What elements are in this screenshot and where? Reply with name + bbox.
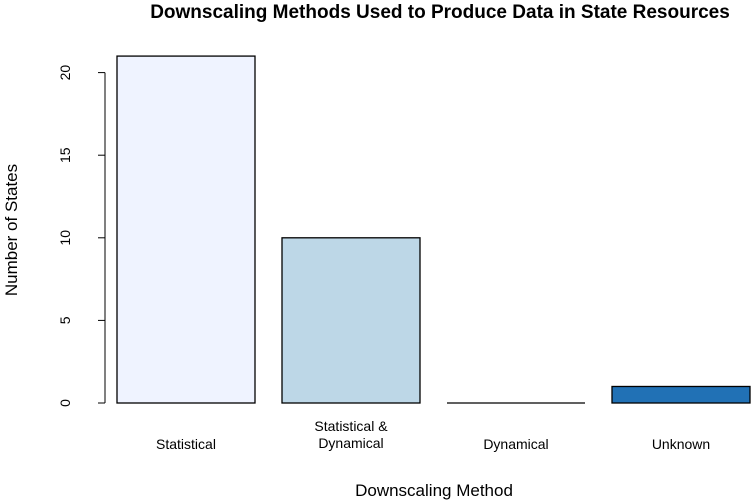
bars-group bbox=[116, 55, 751, 404]
y-axis-label: Number of States bbox=[2, 164, 21, 296]
y-tick-label: 10 bbox=[57, 230, 73, 246]
y-axis: 0 5 10 15 20 bbox=[57, 65, 106, 407]
x-category-label: Statistical & Dynamical bbox=[314, 418, 388, 451]
y-tick-label: 15 bbox=[57, 147, 73, 163]
x-category-label: Unknown bbox=[652, 436, 710, 452]
x-axis-label: Downscaling Method bbox=[355, 481, 513, 500]
category-labels: Statistical Statistical & Dynamical Dynamic… bbox=[156, 418, 710, 452]
y-tick-label: 0 bbox=[57, 399, 73, 407]
chart-title: Downscaling Methods Used to Produce Data… bbox=[150, 2, 730, 23]
bar bbox=[281, 237, 421, 404]
x-category-label: Statistical bbox=[156, 436, 216, 452]
x-category-label: Dynamical bbox=[483, 436, 548, 452]
bar bbox=[116, 55, 256, 404]
y-tick-label: 20 bbox=[57, 65, 73, 81]
bar bbox=[611, 385, 751, 404]
y-tick-label: 5 bbox=[57, 316, 73, 324]
